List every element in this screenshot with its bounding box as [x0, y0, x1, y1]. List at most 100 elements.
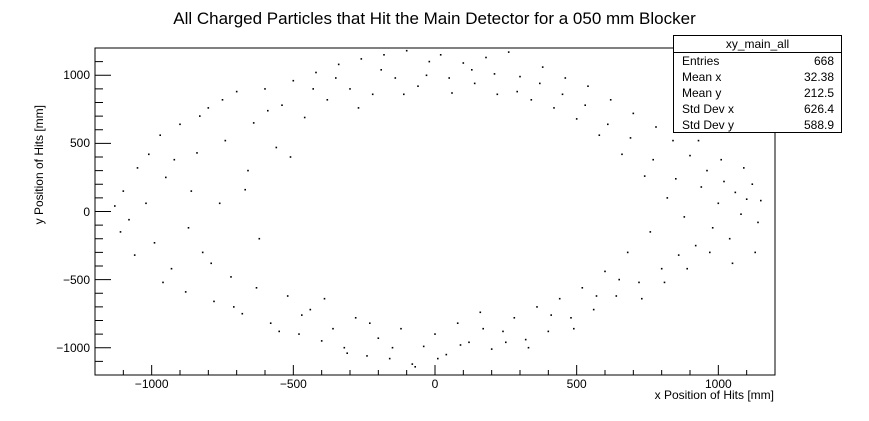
data-point [751, 183, 754, 185]
data-point [224, 139, 227, 142]
x-tick-label: 1000 [704, 377, 732, 391]
data-point [683, 216, 686, 218]
data-point [558, 297, 561, 300]
data-point [564, 77, 567, 79]
data-point [298, 333, 300, 335]
data-point [706, 169, 708, 172]
data-point [618, 278, 620, 281]
data-point [391, 346, 394, 349]
data-point [675, 178, 677, 180]
data-point [740, 213, 742, 215]
data-point [595, 295, 598, 297]
data-point [757, 221, 759, 224]
stats-row-stddev-x: Std Dev x 626.4 [674, 101, 841, 117]
data-point [258, 237, 261, 240]
data-point [281, 104, 283, 106]
data-point [383, 54, 385, 56]
data-point [267, 109, 269, 112]
data-point [686, 267, 688, 270]
stats-row-stddev-y: Std Dev y 588.9 [674, 117, 841, 133]
data-point [547, 330, 550, 333]
data-point [604, 270, 606, 273]
data-point [247, 169, 249, 172]
data-point [471, 69, 473, 71]
axis-ticks [94, 47, 776, 376]
data-point [264, 88, 266, 90]
data-point [309, 308, 312, 311]
x-axis-label: x Position of Hits [mm] [654, 388, 774, 402]
data-point [570, 317, 572, 319]
data-point [573, 327, 575, 330]
stats-value: 588.9 [803, 118, 834, 132]
data-point [663, 281, 666, 284]
data-point [626, 251, 629, 254]
data-point [720, 158, 722, 161]
data-point [114, 205, 116, 207]
data-point [145, 202, 147, 205]
data-point [425, 74, 428, 77]
data-point [677, 254, 680, 256]
data-point [448, 77, 450, 79]
data-point [179, 123, 181, 126]
x-tick-label: 500 [566, 377, 587, 391]
data-point [672, 139, 674, 142]
data-point [411, 363, 414, 365]
data-point [221, 99, 224, 101]
stats-value: 212.5 [803, 86, 834, 100]
data-point [666, 197, 669, 199]
x-tick-label: 0 [431, 377, 439, 391]
data-point [496, 93, 499, 96]
data-point [505, 341, 507, 344]
data-point [760, 199, 762, 202]
stats-box-title: xy_main_all [674, 36, 841, 53]
data-point [451, 92, 453, 94]
data-point [235, 90, 238, 93]
data-point [153, 242, 156, 244]
data-point [190, 190, 193, 192]
data-point [507, 51, 510, 53]
data-point [697, 139, 700, 142]
stats-label: Std Dev y [682, 118, 735, 132]
stats-label: Mean y [682, 86, 722, 100]
data-point [303, 116, 306, 119]
data-point [377, 337, 380, 339]
data-point [312, 88, 314, 90]
stats-value: 626.4 [803, 102, 834, 116]
data-point [660, 267, 663, 270]
data-point [301, 314, 303, 316]
data-point [479, 311, 482, 314]
data-point [485, 56, 487, 59]
data-point [641, 297, 643, 300]
data-point [516, 90, 518, 93]
data-point [335, 77, 337, 79]
data-point [241, 312, 244, 315]
data-point [694, 244, 697, 247]
stats-label: Std Dev x [682, 102, 735, 116]
data-point [159, 134, 161, 136]
data-point [575, 118, 578, 120]
data-point [173, 158, 176, 161]
data-point [136, 167, 139, 169]
y-tick-label: −1000 [56, 340, 90, 355]
data-point [196, 152, 198, 154]
stats-row-mean-x: Mean x 32.38 [674, 69, 841, 85]
data-point [400, 327, 402, 330]
data-point [553, 107, 555, 109]
data-point [252, 122, 255, 124]
data-point [269, 322, 272, 324]
data-point [609, 99, 612, 101]
data-point [320, 340, 323, 342]
data-point [210, 262, 212, 265]
data-point [366, 355, 368, 357]
data-point [255, 287, 258, 289]
data-point [278, 330, 280, 333]
data-point [199, 115, 201, 117]
data-point [201, 251, 204, 254]
data-points [114, 49, 762, 368]
data-point [165, 176, 167, 179]
data-point [122, 190, 125, 192]
y-tick-label: −500 [62, 272, 90, 287]
data-point [621, 153, 623, 156]
data-point [343, 346, 346, 349]
data-point [754, 251, 756, 254]
